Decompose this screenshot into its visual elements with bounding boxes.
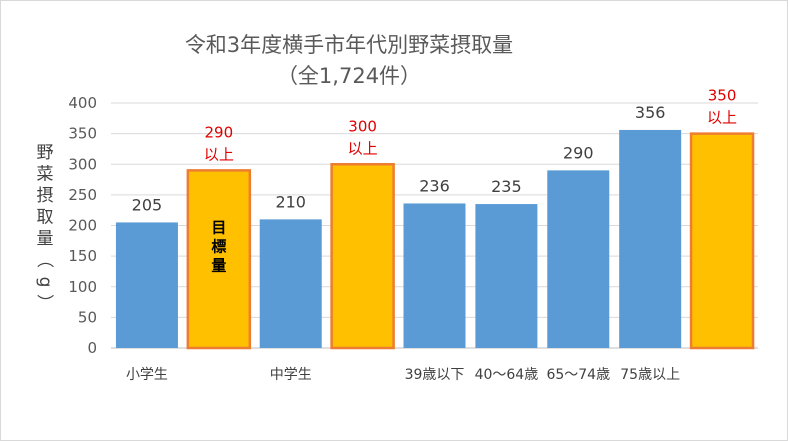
bars xyxy=(115,129,755,350)
category-label: 小学生 xyxy=(126,367,168,383)
chart-title: 令和3年度横手市年代別野菜摂取量 xyxy=(185,33,513,57)
bar-value-label: 290 xyxy=(563,143,594,162)
intake-bar xyxy=(259,219,322,348)
y-axis-label-char: 摂 xyxy=(37,186,54,206)
target-inner-label-char: 標 xyxy=(211,237,226,255)
y-tick-label: 150 xyxy=(68,247,97,265)
y-tick-label: 50 xyxy=(78,308,97,326)
y-tick-label: 0 xyxy=(87,339,97,357)
category-labels: 小学生 中学生 39歳以下 40～64歳 65～74歳 75歳以上 xyxy=(126,367,680,383)
y-tick-label: 200 xyxy=(68,217,97,235)
bar-value-label: 235 xyxy=(491,177,522,196)
intake-bar xyxy=(547,170,610,348)
target-value-label: 350 xyxy=(708,87,737,105)
y-axis-label-char: 量 xyxy=(37,229,54,249)
y-axis-label-char: ） xyxy=(34,294,54,311)
category-label: 39歳以下 xyxy=(405,367,465,383)
y-tick-label: 300 xyxy=(68,155,97,173)
target-suffix-label: 以上 xyxy=(204,145,234,163)
target-inner-label-char: 量 xyxy=(211,256,226,274)
bar-value-label: 236 xyxy=(419,176,450,195)
y-axis-label-char: 取 xyxy=(37,208,54,228)
y-axis-label-char: g xyxy=(35,277,55,288)
y-axis-label: 野菜摂取量 （ g ） xyxy=(34,143,55,311)
intake-bar xyxy=(115,222,178,348)
category-label: 40～64歳 xyxy=(475,367,539,383)
target-inner-label-char: 目 xyxy=(211,218,226,236)
y-tick-label: 350 xyxy=(68,125,97,143)
y-axis-label-char: 野 xyxy=(37,143,54,163)
category-label: 75歳以上 xyxy=(620,367,680,383)
y-axis-label-char: 菜 xyxy=(37,165,54,185)
y-tick-label: 250 xyxy=(68,186,97,204)
intake-bar xyxy=(619,129,682,348)
y-tick-label: 100 xyxy=(68,278,97,296)
target-bar xyxy=(689,132,755,350)
target-suffix-label: 以上 xyxy=(348,139,378,157)
target-bar xyxy=(186,169,252,350)
target-value-label: 290 xyxy=(205,123,234,141)
target-suffix-label: 以上 xyxy=(707,109,737,127)
intake-bar xyxy=(403,203,466,348)
bar-value-label: 210 xyxy=(275,192,306,211)
y-tick-labels: 0 50 100 150 200 250 300 350 400 xyxy=(68,94,97,357)
intake-bar xyxy=(475,204,538,348)
bar-value-label: 356 xyxy=(635,103,666,122)
y-axis-label-char: （ xyxy=(34,251,54,268)
y-tick-label: 400 xyxy=(68,94,97,112)
chart-subtitle: （全1,724件） xyxy=(277,64,421,88)
category-label: 65～74歳 xyxy=(546,367,610,383)
target-value-label: 300 xyxy=(348,117,377,135)
target-bar xyxy=(330,163,395,350)
bar-value-label: 205 xyxy=(132,195,163,214)
category-label: 中学生 xyxy=(270,367,312,383)
